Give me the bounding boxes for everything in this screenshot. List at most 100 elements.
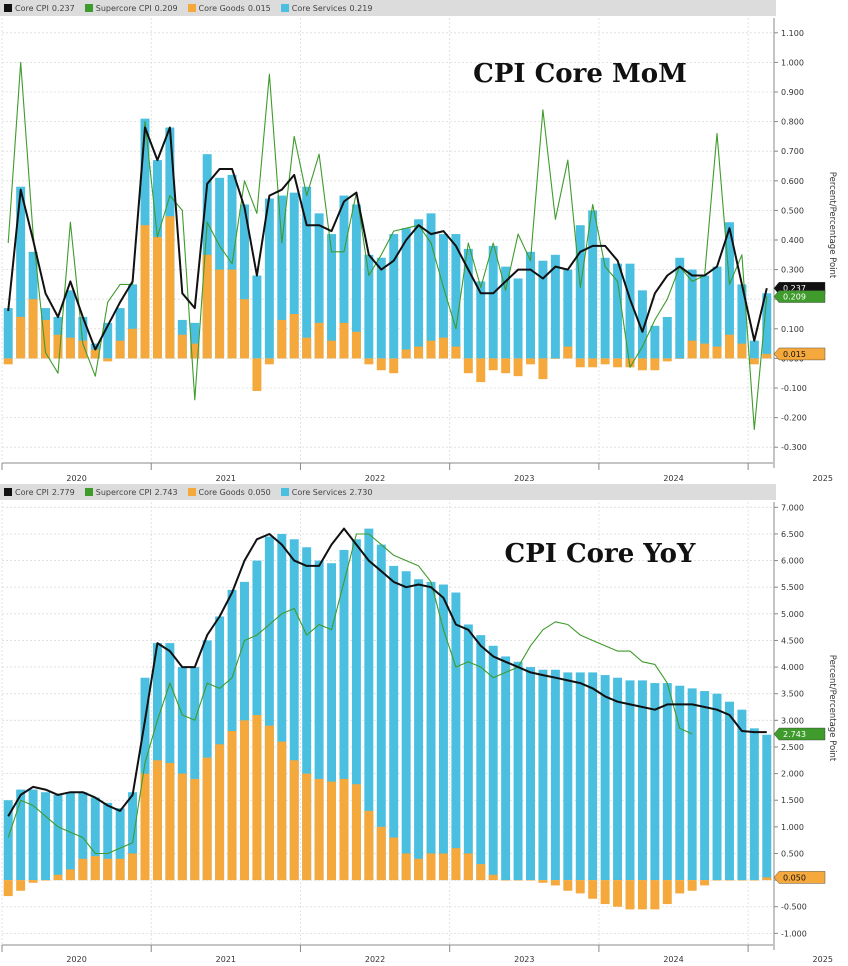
mom-services-bar (488, 245, 498, 359)
yoy-y-tick-label: 0.500 (781, 849, 804, 858)
yoy-services-bar (401, 571, 411, 881)
yoy-services-bar (302, 547, 312, 881)
yoy-services-bar (190, 667, 200, 881)
mom-goods-bar (351, 331, 361, 359)
mom-goods-bar (28, 299, 38, 359)
mom-goods-bar (438, 337, 448, 359)
mom-services-bar (675, 257, 685, 359)
mom-services-bar (637, 290, 647, 359)
yoy-services-bar (177, 667, 187, 881)
mom-goods-bar (414, 346, 424, 359)
mom-services-bar (588, 210, 598, 359)
mom-legend-value: 0.015 (247, 3, 271, 13)
yoy-legend-label: Supercore CPI (95, 487, 152, 497)
mom-services-bar (302, 186, 312, 359)
yoy-goods-bar (78, 858, 88, 881)
yoy-goods-bar (625, 880, 635, 910)
mom-goods-bar (613, 358, 623, 368)
yoy-legend-value: 2.779 (51, 487, 75, 497)
mom-goods-bar (675, 358, 685, 359)
mom-value-flag-label: 0.015 (783, 350, 806, 359)
mom-bars (3, 118, 772, 391)
mom-goods-bar (314, 322, 324, 359)
mom-services-bar (376, 257, 386, 359)
yoy-goods-bar (351, 784, 361, 881)
yoy-y-tick-label: 7.000 (781, 503, 804, 512)
mom-goods-bar (501, 358, 511, 374)
yoy-services-bar (16, 789, 26, 881)
mom-services-bar (190, 322, 200, 359)
yoy-value-flag-label: 0.050 (783, 873, 806, 882)
yoy-services-bar (613, 677, 623, 881)
mom-services-bar (314, 213, 324, 359)
yoy-services-bar (264, 536, 274, 881)
yoy-services-bar (737, 709, 747, 881)
mom-services-bar (16, 186, 26, 359)
mom-services-bar (463, 248, 473, 359)
yoy-services-bar (115, 808, 125, 881)
yoy-goods-bar (749, 880, 759, 881)
mom-services-bar (563, 269, 573, 359)
mom-legend-swatch (280, 4, 289, 12)
yoy-goods-bar (364, 810, 374, 881)
yoy-legend-value: 0.050 (247, 487, 271, 497)
mom-goods-bar (749, 358, 759, 365)
yoy-goods-bar (613, 880, 623, 907)
mom-services-bar (476, 281, 486, 359)
mom-y-tick-label: -0.300 (781, 443, 807, 452)
yoy-goods-bar (650, 880, 660, 910)
mom-services-bar (65, 290, 75, 359)
yoy-goods-bar (588, 880, 598, 899)
yoy-legend-item-core-goods: Core Goods 0.050 (187, 487, 271, 497)
mom-services-bar (215, 177, 225, 359)
mom-goods-bar (302, 337, 312, 359)
yoy-services-bar (376, 544, 386, 881)
yoy-services-bar (700, 691, 710, 881)
mom-services-bar (426, 213, 436, 359)
yoy-value-flag-shape (773, 871, 826, 884)
yoy-goods-bar (202, 757, 212, 881)
yoy-supercore-cpi-line (7, 533, 693, 855)
yoy-services-bar (550, 669, 560, 881)
mom-goods-bar (165, 216, 175, 359)
yoy-goods-bar (16, 880, 26, 891)
mom-goods-bar (327, 340, 337, 359)
mom-legend-item-core-services: Core Services 0.219 (280, 4, 372, 13)
yoy-services-bar (476, 635, 486, 881)
yoy-services-bar (128, 792, 138, 881)
mom-y-tick-label: 0.600 (781, 177, 804, 186)
yoy-goods-bar (762, 877, 772, 881)
yoy-goods-bar (140, 773, 150, 881)
yoy-legend: Core CPI 2.779 Supercore CPI 2.743 Core Good… (0, 484, 776, 500)
mom-y-tick-label: 1.100 (781, 29, 804, 38)
yoy-services-bar (451, 592, 461, 881)
yoy-value-flag-shape (773, 727, 826, 741)
yoy-y-tick-label: 1.000 (781, 823, 804, 832)
mom-services-bar (264, 198, 274, 359)
yoy-services-bar (3, 800, 13, 881)
mom-legend-label: Core CPI (15, 3, 49, 13)
yoy-y-tick-label: 2.000 (781, 770, 804, 779)
yoy-goods-bar (526, 880, 535, 881)
yoy-value-flag-label: 2.743 (783, 730, 806, 739)
mom-goods-bar (538, 358, 548, 380)
yoy-services-bar (687, 688, 697, 881)
yoy-services-bar (327, 563, 337, 881)
mom-legend-label: Core Goods (198, 3, 245, 13)
mom-goods-bar (364, 358, 374, 365)
yoy-goods-bar (401, 853, 411, 881)
mom-y-tick-label: 0.300 (781, 266, 804, 275)
yoy-y-tick-label: 4.500 (781, 636, 804, 645)
mom-services-bar (687, 269, 697, 359)
yoy-services-bar (28, 789, 38, 881)
mom-core-cpi-line (7, 126, 768, 351)
mom-services-bar (575, 225, 585, 359)
mom-goods-bar (588, 358, 598, 368)
mom-y-tick-label: 0.800 (781, 118, 804, 127)
yoy-goods-bar (513, 880, 523, 881)
yoy-goods-bar (190, 778, 200, 881)
yoy-goods-bar (488, 874, 498, 881)
mom-legend-item-supercore-cpi: Supercore CPI 0.209 (84, 4, 178, 13)
yoy-x-tick-label: 2021 (216, 955, 236, 964)
yoy-services-bar (650, 683, 660, 881)
